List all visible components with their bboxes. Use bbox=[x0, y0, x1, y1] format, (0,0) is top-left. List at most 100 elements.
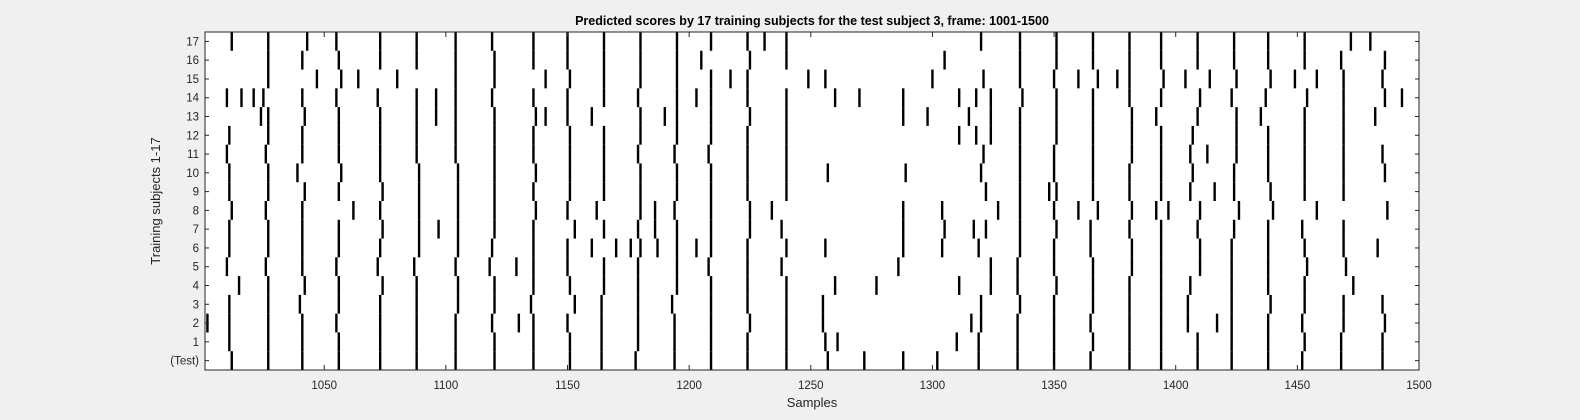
event-mark bbox=[454, 107, 457, 126]
event-mark bbox=[785, 182, 788, 201]
x-tick-label: 1250 bbox=[798, 380, 824, 392]
event-mark bbox=[1235, 125, 1238, 145]
y-tick-label: 14 bbox=[186, 93, 199, 105]
event-mark bbox=[824, 332, 827, 352]
event-mark bbox=[639, 182, 642, 201]
x-tick-label: 1150 bbox=[555, 380, 580, 392]
event-mark bbox=[670, 294, 674, 314]
event-mark bbox=[1266, 125, 1270, 145]
plot-area bbox=[205, 32, 1419, 370]
event-mark bbox=[573, 294, 576, 314]
event-mark bbox=[1206, 144, 1209, 164]
event-mark bbox=[972, 219, 975, 239]
event-mark bbox=[639, 50, 642, 70]
event-mark bbox=[1052, 144, 1056, 164]
event-mark bbox=[532, 144, 535, 164]
event-mark bbox=[1400, 88, 1404, 108]
event-mark bbox=[1159, 238, 1163, 258]
event-mark bbox=[1048, 182, 1051, 201]
event-mark bbox=[673, 144, 676, 164]
event-mark bbox=[1155, 107, 1158, 126]
event-mark bbox=[259, 107, 263, 126]
event-mark bbox=[566, 50, 569, 70]
event-mark bbox=[1018, 107, 1022, 126]
event-mark bbox=[1342, 238, 1345, 258]
event-mark bbox=[1159, 88, 1163, 108]
event-mark bbox=[264, 201, 268, 220]
event-mark bbox=[225, 257, 229, 277]
event-mark bbox=[381, 276, 384, 295]
event-mark bbox=[984, 182, 988, 201]
event-mark bbox=[1077, 201, 1080, 220]
event-mark bbox=[515, 257, 518, 277]
event-mark bbox=[836, 332, 839, 352]
event-mark bbox=[1301, 219, 1304, 239]
event-mark bbox=[1376, 238, 1379, 258]
event-mark bbox=[1018, 294, 1022, 314]
event-mark bbox=[858, 88, 861, 108]
event-mark bbox=[337, 332, 341, 352]
event-mark bbox=[301, 50, 304, 70]
event-mark bbox=[709, 163, 713, 183]
event-mark bbox=[977, 238, 980, 258]
event-mark bbox=[305, 32, 309, 51]
y-tick-label: 9 bbox=[193, 187, 199, 199]
event-mark bbox=[378, 163, 382, 183]
event-mark bbox=[1089, 219, 1092, 239]
event-mark bbox=[267, 332, 270, 352]
event-mark bbox=[1018, 201, 1022, 220]
event-mark bbox=[746, 276, 749, 295]
event-mark bbox=[301, 219, 304, 239]
event-mark bbox=[237, 276, 241, 295]
event-mark bbox=[1305, 257, 1309, 277]
event-mark bbox=[1128, 276, 1131, 295]
event-mark bbox=[337, 50, 341, 70]
event-mark bbox=[709, 238, 713, 258]
x-tick-label: 1300 bbox=[920, 380, 946, 392]
event-mark bbox=[675, 182, 679, 201]
event-mark bbox=[1089, 313, 1092, 333]
event-mark bbox=[675, 276, 679, 295]
event-mark bbox=[301, 144, 304, 164]
event-mark bbox=[456, 276, 460, 295]
event-mark bbox=[675, 88, 679, 108]
event-mark bbox=[709, 201, 713, 220]
event-mark bbox=[1128, 69, 1131, 89]
event-mark bbox=[785, 32, 788, 51]
event-mark bbox=[1091, 294, 1095, 314]
event-mark bbox=[1055, 276, 1058, 295]
event-mark bbox=[417, 163, 421, 183]
event-mark bbox=[1293, 69, 1297, 89]
event-mark bbox=[1383, 313, 1387, 333]
event-mark bbox=[1191, 163, 1194, 183]
event-mark bbox=[264, 257, 268, 277]
event-mark bbox=[566, 32, 569, 51]
event-mark bbox=[456, 219, 460, 239]
event-mark bbox=[1128, 32, 1131, 51]
event-mark bbox=[456, 238, 460, 258]
event-mark bbox=[568, 332, 572, 352]
event-mark bbox=[1055, 125, 1058, 145]
event-mark bbox=[1339, 332, 1343, 352]
event-mark bbox=[614, 238, 618, 258]
event-mark bbox=[709, 332, 713, 352]
event-mark bbox=[785, 238, 788, 258]
x-tick-label: 1400 bbox=[1163, 380, 1189, 392]
event-mark bbox=[1344, 257, 1348, 277]
event-mark bbox=[1159, 125, 1163, 145]
event-mark bbox=[1159, 332, 1163, 352]
event-mark bbox=[264, 144, 268, 164]
event-mark bbox=[709, 69, 713, 89]
event-mark bbox=[454, 69, 457, 89]
y-tick-label: 10 bbox=[186, 168, 199, 180]
event-mark bbox=[493, 107, 496, 126]
event-mark bbox=[996, 201, 1000, 220]
y-tick-label: 6 bbox=[193, 243, 199, 255]
event-mark bbox=[1342, 182, 1345, 201]
event-mark bbox=[602, 182, 606, 201]
event-mark bbox=[335, 257, 338, 277]
event-mark bbox=[454, 88, 457, 108]
event-mark bbox=[378, 125, 382, 145]
event-mark bbox=[1269, 69, 1272, 89]
event-mark bbox=[600, 332, 603, 352]
